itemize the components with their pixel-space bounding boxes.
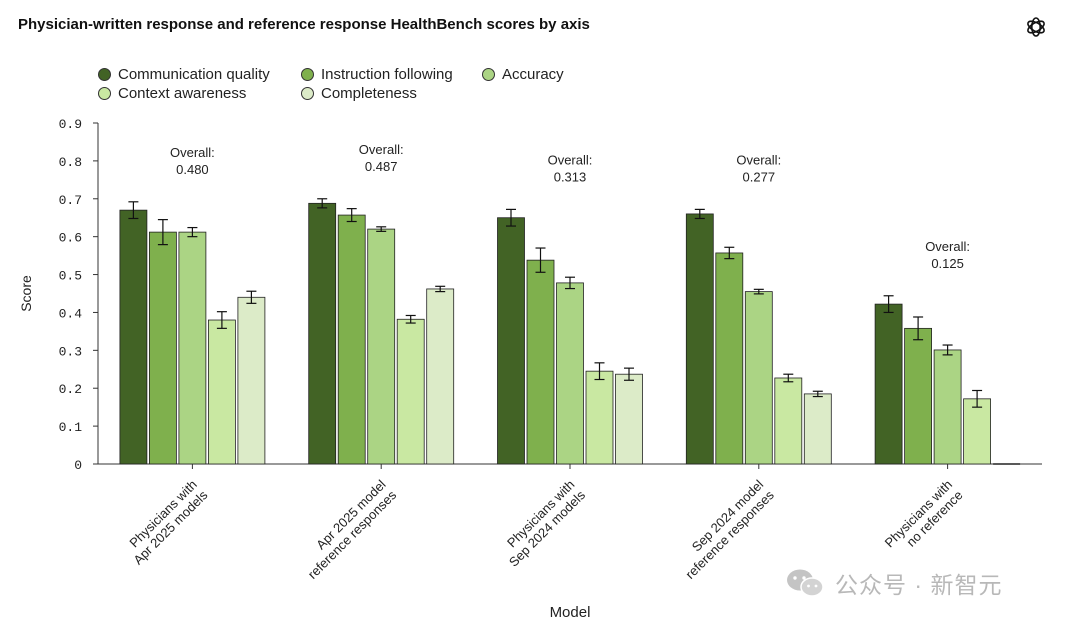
- bar: [526, 259, 555, 465]
- legend-label: Completeness: [321, 85, 417, 102]
- y-tick-label: 0.4: [59, 306, 83, 321]
- y-tick-label: 0.8: [59, 155, 82, 170]
- legend-item-context-awareness: Context awareness: [98, 85, 246, 102]
- x-tick-label: Apr 2025 modelreference responses: [294, 477, 399, 582]
- y-tick-label: 0.1: [59, 420, 83, 435]
- bar: [207, 319, 236, 465]
- legend-label: Communication quality: [118, 66, 270, 83]
- bar: [426, 288, 455, 465]
- wechat-icon: [787, 569, 824, 597]
- legend-item-completeness: Completeness: [301, 85, 417, 102]
- legend-item-communication-quality: Communication quality: [98, 66, 270, 83]
- legend-swatch-context-awareness: [98, 87, 111, 100]
- bar: [774, 377, 803, 465]
- y-tick-label: 0.5: [59, 269, 82, 284]
- chart-title: Physician-written response and reference…: [18, 16, 590, 33]
- legend-swatch-completeness: [301, 87, 314, 100]
- bar: [308, 202, 337, 465]
- y-tick-label: 0: [74, 458, 82, 473]
- legend-swatch-accuracy: [482, 68, 495, 81]
- bar: [744, 291, 773, 465]
- legend-label: Context awareness: [118, 85, 247, 102]
- overall-value: 0.487: [365, 159, 398, 174]
- bar: [963, 398, 991, 465]
- bar: [178, 231, 207, 465]
- overall-value: 0.125: [931, 256, 964, 271]
- overall-value: 0.277: [743, 169, 776, 184]
- overall-label: Overall:: [736, 152, 781, 167]
- overall-label: Overall:: [359, 142, 404, 157]
- bar: [685, 213, 714, 465]
- bar: [119, 209, 148, 465]
- bar: [497, 217, 525, 465]
- legend-swatch-instruction-following: [301, 68, 314, 81]
- bar: [615, 373, 643, 465]
- overall-value: 0.480: [176, 162, 209, 177]
- overall-label: Overall:: [170, 145, 215, 160]
- overall-value: 0.313: [554, 169, 587, 184]
- bar: [585, 370, 614, 465]
- legend-label: Instruction following: [321, 66, 453, 83]
- bar: [904, 327, 932, 465]
- x-axis-label: Model: [550, 604, 591, 621]
- bar: [148, 231, 177, 465]
- bar: [396, 318, 425, 465]
- openai-logo-icon: [1027, 17, 1045, 37]
- y-axis-label: Score: [18, 275, 34, 312]
- x-tick-label: Physicians withApr 2025 models: [120, 477, 211, 568]
- bar: [337, 214, 366, 465]
- x-tick-label: Physicians withSep 2024 models: [495, 477, 588, 570]
- watermark-text: 公众号 · 新智元: [835, 572, 1003, 598]
- x-tick-label-line: reference responses: [305, 487, 400, 582]
- bar: [367, 228, 396, 465]
- legend-label: Accuracy: [502, 66, 564, 83]
- y-tick-label: 0.3: [59, 344, 82, 359]
- x-tick-label: Sep 2024 modelreference responses: [672, 477, 777, 582]
- bar: [715, 252, 744, 465]
- watermark: 公众号 · 新智元: [785, 566, 1002, 600]
- overall-label: Overall:: [925, 239, 970, 254]
- y-tick-label: 0.7: [59, 193, 82, 208]
- y-tick-label: 0.2: [59, 382, 82, 397]
- overall-label: Overall:: [548, 152, 593, 167]
- y-tick-label: 0.6: [59, 231, 82, 246]
- bar: [556, 282, 584, 465]
- legend-item-instruction-following: Instruction following: [301, 66, 453, 83]
- y-tick-label: 0.9: [59, 117, 82, 132]
- bar: [237, 296, 266, 465]
- x-tick-label-line: reference responses: [682, 487, 777, 582]
- bar: [803, 393, 832, 465]
- x-tick-label: Physicians withno reference: [882, 477, 966, 561]
- bar: [933, 349, 962, 465]
- legend-item-accuracy: Accuracy: [482, 66, 564, 83]
- bar: [874, 303, 903, 465]
- legend-swatch-communication-quality: [98, 68, 111, 81]
